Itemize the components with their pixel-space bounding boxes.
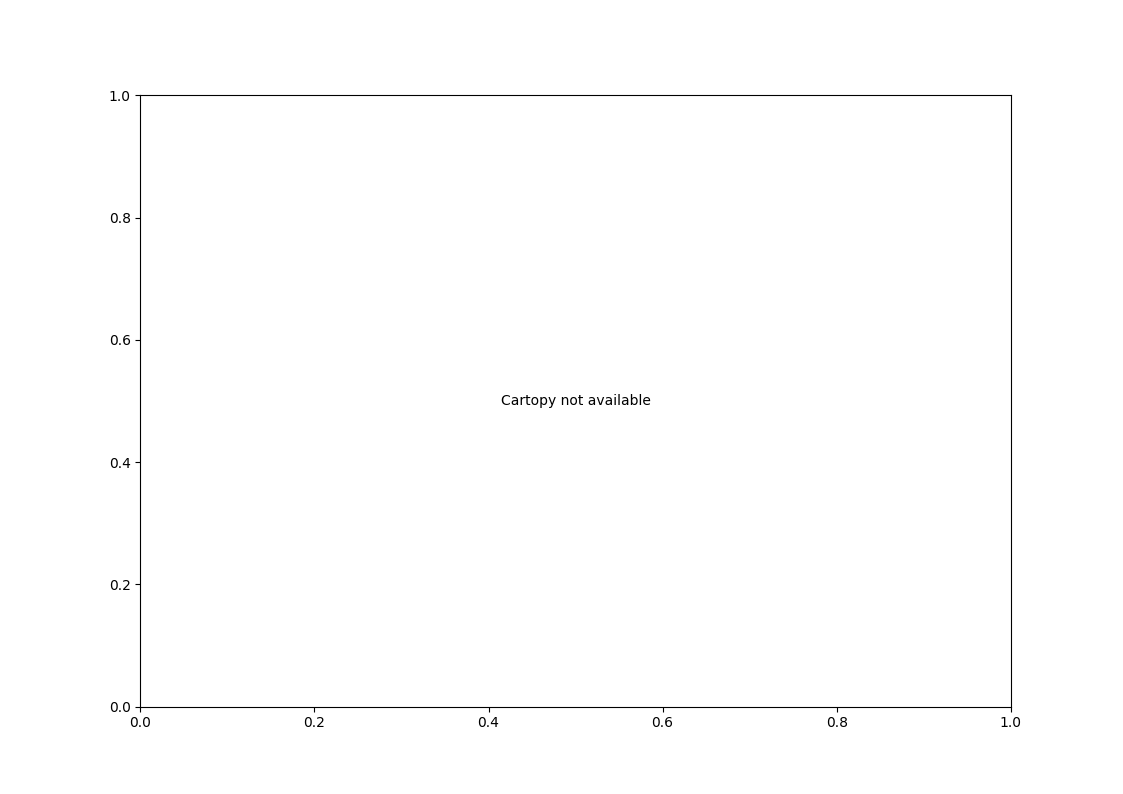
Text: Cartopy not available: Cartopy not available — [501, 394, 650, 408]
